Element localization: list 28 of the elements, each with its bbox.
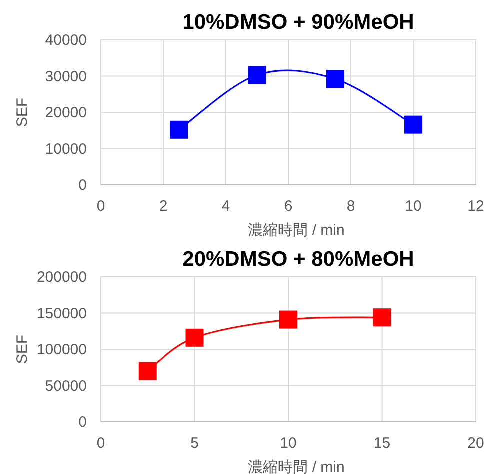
x-tick-label: 6 (284, 198, 293, 215)
y-tick-label: 30000 (45, 68, 87, 86)
y-tick-label: 20000 (45, 104, 87, 122)
y-axis-title: SEF (14, 334, 31, 364)
x-tick-label: 12 (468, 198, 484, 215)
y-tick-label: 40000 (45, 32, 87, 49)
x-tick-label: 2 (159, 198, 168, 215)
x-tick-label: 10 (405, 198, 422, 215)
y-tick-label: 100000 (36, 342, 87, 358)
x-tick-label: 0 (96, 435, 106, 452)
x-tick-label: 10 (280, 435, 297, 452)
x-tick-label: 4 (222, 198, 230, 215)
x-axis-title: 濃縮時間 / min (248, 222, 345, 239)
y-axis-title: SEF (14, 98, 31, 128)
chart-title: 20%DMSO + 80%MeOH (182, 248, 414, 271)
y-tick-label: 10000 (45, 140, 87, 158)
y-tick-label: 0 (78, 414, 87, 431)
y-tick-label: 50000 (45, 378, 87, 395)
x-tick-label: 0 (96, 198, 106, 215)
x-tick-label: 5 (190, 435, 199, 452)
y-tick-label: 200000 (36, 269, 87, 286)
y-tick-label: 150000 (36, 305, 87, 322)
x-tick-label: 20 (468, 435, 484, 452)
x-axis-title: 濃縮時間 / min (248, 459, 345, 474)
y-tick-label: 0 (78, 177, 87, 194)
x-tick-label: 8 (346, 198, 356, 215)
chart-title: 10%DMSO + 90%MeOH (182, 11, 414, 34)
x-tick-label: 15 (374, 435, 391, 452)
